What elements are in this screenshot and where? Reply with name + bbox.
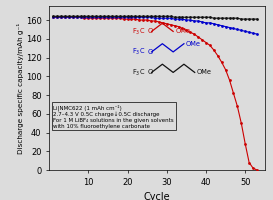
Text: $\mathregular{F_3C}$: $\mathregular{F_3C}$ xyxy=(132,67,145,78)
Y-axis label: Discharge specific capacity/mAh g⁻¹: Discharge specific capacity/mAh g⁻¹ xyxy=(17,22,24,154)
X-axis label: Cycle: Cycle xyxy=(144,192,170,200)
Text: O: O xyxy=(147,28,153,34)
Text: O: O xyxy=(147,69,153,75)
Text: Li|NMC622 (1 mAh cm⁻²)
2.7–4.3 V 0.5C charge↓0.5C discharge
For 1 M LiBF₄ soluti: Li|NMC622 (1 mAh cm⁻²) 2.7–4.3 V 0.5C ch… xyxy=(54,104,174,129)
Text: OMe: OMe xyxy=(186,41,201,47)
Text: OMe: OMe xyxy=(175,28,190,34)
Text: O: O xyxy=(147,49,153,55)
Text: $\mathregular{F_3C}$: $\mathregular{F_3C}$ xyxy=(132,47,145,57)
Text: OMe: OMe xyxy=(197,69,212,75)
Text: $\mathregular{F_3C}$: $\mathregular{F_3C}$ xyxy=(132,26,145,37)
